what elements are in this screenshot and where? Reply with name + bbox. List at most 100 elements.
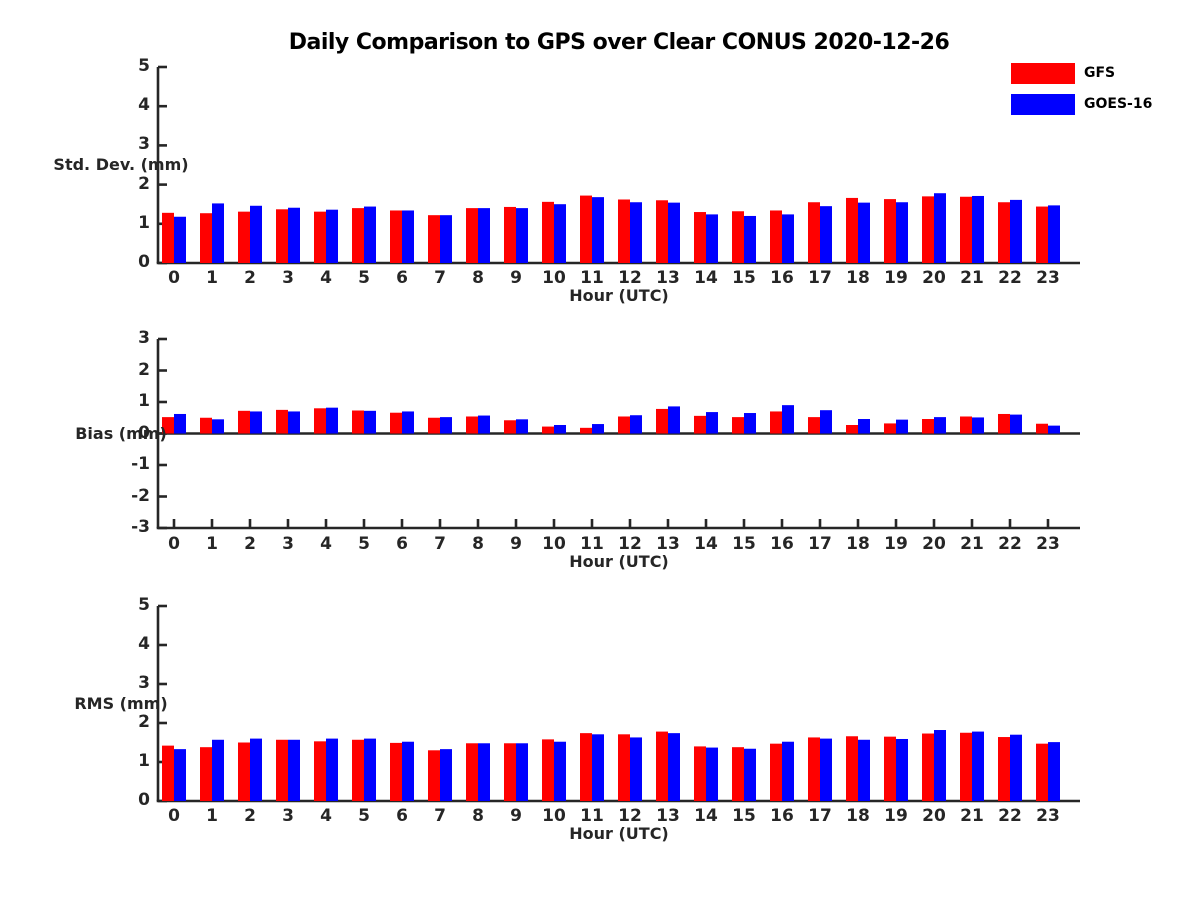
bar-goes16-h4-chart2	[326, 407, 338, 434]
bar-goes16-h11-chart3	[592, 734, 604, 801]
legend-item-gfs: GFS	[1011, 62, 1152, 84]
y-tick-label-chart2: -1	[131, 454, 150, 474]
bar-goes16-h22-chart2	[1010, 414, 1022, 434]
bar-gfs-h18-chart1	[846, 197, 858, 263]
bar-goes16-h22-chart1	[1010, 199, 1022, 263]
bar-gfs-h15-chart1	[732, 211, 744, 263]
x-tick-label-chart2: 1	[206, 534, 218, 554]
bar-goes16-h15-chart3	[744, 748, 756, 801]
bar-goes16-h6-chart1	[402, 210, 414, 263]
bar-gfs-h23-chart2	[1036, 423, 1048, 434]
y-tick-label-chart3: 3	[138, 673, 150, 693]
bar-gfs-h0-chart3	[162, 745, 174, 801]
bar-goes16-h4-chart3	[326, 738, 338, 801]
legend-item-goes-16: GOES-16	[1011, 93, 1152, 115]
bar-gfs-h3-chart2	[276, 409, 288, 434]
x-tick-label-chart1: 11	[580, 268, 604, 288]
bar-goes16-h18-chart2	[858, 419, 870, 434]
bar-gfs-h2-chart2	[238, 410, 250, 434]
bar-goes16-h13-chart3	[668, 733, 680, 801]
x-tick-label-chart1: 4	[320, 268, 332, 288]
bar-goes16-h14-chart2	[706, 412, 718, 434]
y-tick-label-chart2: -2	[131, 485, 150, 506]
legend: GFS GOES-16	[1011, 62, 1152, 124]
bar-gfs-h7-chart2	[428, 417, 440, 434]
bar-gfs-h22-chart3	[998, 737, 1010, 801]
bar-goes16-h2-chart3	[250, 738, 262, 801]
x-tick-label-chart3: 6	[396, 806, 408, 826]
x-axis-label-chart1: Hour (UTC)	[569, 286, 669, 305]
bar-goes16-h17-chart2	[820, 410, 832, 434]
bar-gfs-h15-chart3	[732, 747, 744, 801]
x-tick-label-chart3: 13	[656, 806, 680, 826]
x-tick-label-chart1: 17	[808, 268, 832, 288]
bar-goes16-h19-chart2	[896, 419, 908, 434]
x-tick-label-chart2: 12	[618, 534, 642, 554]
bar-goes16-h13-chart1	[668, 202, 680, 263]
x-tick-label-chart1: 19	[884, 268, 908, 288]
bar-gfs-h8-chart2	[466, 416, 478, 434]
x-tick-label-chart3: 22	[998, 806, 1022, 826]
y-tick-label-chart1: 2	[138, 173, 150, 194]
bar-gfs-h14-chart1	[694, 212, 706, 263]
bar-gfs-h0-chart1	[162, 212, 174, 263]
x-tick-label-chart2: 17	[808, 534, 832, 554]
x-tick-label-chart3: 2	[244, 806, 256, 826]
bar-gfs-h1-chart1	[200, 213, 212, 263]
x-tick-label-chart2: 2	[244, 534, 256, 554]
bar-goes16-h0-chart2	[174, 413, 186, 434]
bar-gfs-h23-chart1	[1036, 206, 1048, 263]
bar-gfs-h21-chart1	[960, 196, 972, 263]
x-tick-label-chart3: 0	[168, 806, 180, 826]
bar-gfs-h4-chart2	[314, 408, 326, 434]
bar-gfs-h0-chart2	[162, 417, 174, 434]
x-tick-label-chart3: 16	[770, 806, 794, 826]
bar-goes16-h6-chart2	[402, 411, 414, 434]
legend-label-goes-16: GOES-16	[1084, 96, 1153, 112]
y-tick-label-chart2: 0	[138, 422, 150, 443]
y-tick-label-chart2: 1	[138, 391, 150, 411]
y-tick-label-chart3: 0	[138, 790, 150, 810]
legend-swatch-gfs	[1011, 62, 1075, 84]
bar-goes16-h4-chart1	[326, 209, 338, 263]
bar-goes16-h21-chart3	[972, 731, 984, 801]
y-tick-label-chart2: 3	[138, 328, 150, 348]
bar-goes16-h18-chart3	[858, 739, 870, 801]
x-tick-label-chart3: 23	[1036, 806, 1060, 826]
bar-gfs-h21-chart2	[960, 416, 972, 434]
bar-gfs-h9-chart3	[504, 743, 516, 801]
bar-gfs-h12-chart2	[618, 416, 630, 434]
bar-goes16-h23-chart2	[1048, 425, 1060, 434]
bar-goes16-h6-chart3	[402, 741, 414, 801]
x-tick-label-chart2: 23	[1036, 534, 1060, 554]
bar-gfs-h20-chart2	[922, 419, 934, 434]
y-tick-label-chart1: 0	[138, 252, 150, 272]
x-tick-label-chart1: 21	[960, 268, 984, 288]
bar-goes16-h0-chart3	[174, 749, 186, 801]
bar-gfs-h17-chart3	[808, 737, 820, 801]
x-tick-label-chart1: 5	[358, 268, 370, 288]
bar-gfs-h5-chart3	[352, 739, 364, 801]
bar-gfs-h7-chart3	[428, 750, 440, 801]
bar-goes16-h15-chart1	[744, 215, 756, 263]
bar-gfs-h16-chart1	[770, 210, 782, 263]
bar-gfs-h12-chart3	[618, 734, 630, 801]
bar-gfs-h6-chart3	[390, 742, 402, 801]
x-tick-label-chart1: 10	[542, 268, 566, 288]
x-axis-label-chart2: Hour (UTC)	[569, 552, 669, 571]
x-tick-label-chart2: 13	[656, 534, 680, 554]
bar-gfs-h22-chart1	[998, 202, 1010, 263]
bar-gfs-h17-chart2	[808, 417, 820, 434]
bar-goes16-h8-chart3	[478, 743, 490, 801]
x-tick-label-chart2: 5	[358, 534, 370, 554]
x-tick-label-chart2: 8	[472, 534, 484, 554]
x-tick-label-chart3: 20	[922, 806, 946, 826]
y-tick-label-chart3: 1	[138, 751, 150, 771]
x-tick-label-chart2: 20	[922, 534, 946, 554]
bar-goes16-h12-chart2	[630, 415, 642, 434]
bar-gfs-h23-chart3	[1036, 743, 1048, 801]
bar-gfs-h11-chart3	[580, 733, 592, 801]
bar-goes16-h1-chart2	[212, 419, 224, 434]
x-tick-label-chart3: 18	[846, 806, 870, 826]
bar-gfs-h16-chart2	[770, 411, 782, 434]
